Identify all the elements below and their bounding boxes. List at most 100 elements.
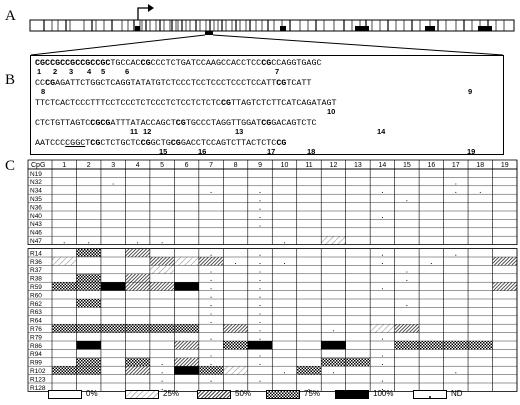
sequence-segment: GCTG [150,138,171,148]
sample-label: R64 [30,318,42,325]
cpg-number-label: 3 [69,67,74,76]
methylation-cell [468,341,493,350]
methylation-cell [149,265,175,274]
panel-c-label: C [5,158,16,174]
methylation-cell [443,341,469,350]
cpg-dinucleotide: CG [170,138,181,148]
cpg-dinucleotide: CG [100,118,111,128]
cpg-number-label: 19 [467,147,476,156]
nd-mark [63,242,65,244]
methylation-cell [149,324,175,333]
nd-mark [259,355,261,357]
column-header: 18 [476,162,484,169]
methylation-cell [125,282,150,291]
nd-mark [259,225,261,227]
cpg-dinucleotide: CG [45,78,56,88]
sample-label: R60 [30,292,42,299]
sequence-segment: CTCTGCTC [100,138,141,148]
methylation-cell [174,366,199,375]
sequence-segment: TGCCAC [110,58,141,68]
column-header: 15 [403,162,411,169]
nd-mark [259,217,261,219]
sample-label: R79 [30,334,42,341]
sequence-box: CGCCGCCGCCGCCGCTGCCACCGCCCTCTGATCCAAGCCA… [30,55,504,156]
methylation-cell [223,324,248,333]
nd-mark [259,338,261,340]
nd-mark [381,288,383,290]
methylation-cell [125,273,150,283]
cpg-dinucleotide: CG [220,98,232,108]
methylation-cell [52,324,77,333]
nd-mark [479,191,481,193]
methylation-cell [52,366,77,375]
sample-label: R94 [30,351,42,358]
sample-label: R123 [30,376,46,383]
column-header: 16 [427,162,435,169]
cpg-dinucleotide: CG [276,138,287,148]
nd-mark [259,208,261,210]
sample-label: R86 [30,343,42,350]
sample-label: N35 [30,196,42,203]
nd-mark [210,296,212,298]
cpg-dinucleotide: CG [90,118,101,128]
sample-label: N36 [30,204,42,211]
column-header: 3 [111,162,115,169]
sequence-segment: TTCTCACTCCCTTTCCTCCCTCTCCCTCTCCTCTCTC [35,98,221,108]
sequence-segment: CCCTCTGATCCAAGCCACCTCC [150,58,262,68]
cpg-number-label: 16 [198,147,207,156]
cpg-number-label: 13 [235,127,244,136]
column-header: 6 [185,162,189,169]
methylation-cell [76,299,101,308]
sample-label: R59 [30,284,42,291]
sequence-segment: GACAGTCTC [271,118,317,128]
nd-mark [235,263,237,265]
cpg-dinucleotide: CG [276,78,287,88]
nd-mark [210,305,212,307]
nd-mark [283,372,286,374]
methylation-cell [76,357,101,367]
sequence-segment: AGATTCTGGCTCAGGTATATGTCTCCCTCCTCCCTCCCTC… [55,78,277,88]
nd-mark [406,271,408,273]
nd-mark [210,313,212,315]
sample-label: R37 [30,267,42,274]
nd-mark [259,200,261,202]
nd-mark [381,254,383,256]
methylation-cell [370,324,395,333]
exon-block [425,26,435,31]
exon-block [280,26,286,31]
table-gridlines [27,159,518,392]
sample-label: N32 [30,179,42,186]
methylation-cell [125,366,150,375]
column-header: 5 [160,162,164,169]
sample-label: R38 [30,276,42,283]
sequence-segment: CTCTGTTAGTC [35,118,91,128]
nd-mark [406,305,408,307]
nd-mark [161,389,163,391]
gene-bar [29,19,515,32]
cpg-number-label: 14 [377,127,386,136]
nd-mark [259,313,261,315]
methylation-cell [174,282,199,291]
nd-mark [381,191,383,193]
nd-mark [161,242,163,244]
methylation-cell [76,366,101,375]
nd-mark [88,242,90,244]
column-header: 7 [209,162,213,169]
nd-mark [381,355,383,357]
nd-mark [455,254,457,256]
exon-block [135,26,140,31]
methylation-cell [100,324,126,333]
tss-arrow-icon [137,7,150,20]
nd-mark [259,330,261,332]
nd-mark [332,372,334,374]
legend-swatch [197,390,231,399]
nd-mark [308,389,310,391]
methylation-cell [296,366,322,375]
legend-label: 75% [304,389,321,398]
nd-mark [381,263,383,265]
nd-mark [259,254,261,256]
nd-dot-icon [429,396,431,398]
cpg-number-label: 17 [267,147,276,156]
sequence-line: CGCCGCCGCCGCCGCTGCCACCGCCCTCTGATCCAAGCCA… [35,58,322,68]
sample-label: N43 [30,221,42,228]
